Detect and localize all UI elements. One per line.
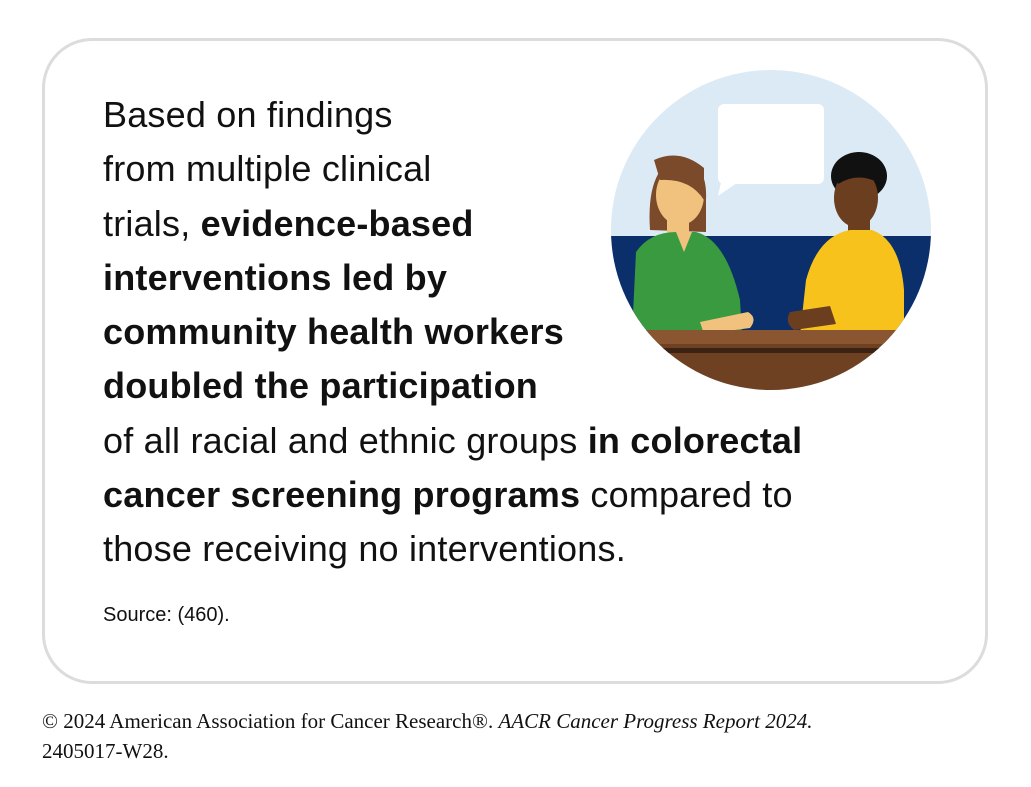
- text-segment: evidence-based: [200, 202, 474, 244]
- text-line: trials, evidence-based: [103, 197, 802, 251]
- body-text: Based on findings from multiple clinical t…: [103, 88, 802, 577]
- text-line: of all racial and ethnic groups in color…: [103, 414, 802, 468]
- text-segment: those receiving no interventions.: [103, 528, 626, 570]
- text-segment: trials,: [103, 202, 201, 244]
- text-segment: interventions led by: [103, 256, 448, 298]
- text-segment: compared to: [580, 474, 793, 516]
- text-line: interventions led by: [103, 251, 802, 305]
- text-segment: of all racial and ethnic groups: [103, 419, 588, 461]
- text-segment: community health workers: [103, 311, 564, 353]
- text-segment: 2405017-W28.: [42, 739, 169, 763]
- text-segment: doubled the participation: [103, 365, 538, 407]
- text-line: from multiple clinical: [103, 142, 802, 196]
- text-segment: AACR Cancer Progress Report 2024.: [498, 709, 813, 733]
- text-line: community health workers: [103, 305, 802, 359]
- text-segment: in colorectal: [587, 419, 803, 461]
- text-line: Based on findings: [103, 88, 802, 142]
- text-segment: from multiple clinical: [103, 148, 432, 190]
- text-segment: cancer screening programs: [103, 474, 581, 516]
- card: [42, 38, 988, 684]
- footer: © 2024 American Association for Cancer R…: [42, 706, 812, 766]
- text-line: © 2024 American Association for Cancer R…: [42, 706, 812, 736]
- text-line: 2405017-W28.: [42, 736, 812, 766]
- text-line: doubled the participation: [103, 359, 802, 413]
- text-line: cancer screening programs compared to: [103, 468, 802, 522]
- source: Source: (460).: [103, 604, 230, 626]
- text-segment: © 2024 American Association for Cancer R…: [42, 709, 499, 733]
- text-segment: Based on findings: [103, 94, 393, 135]
- text-line: those receiving no interventions.: [103, 522, 802, 576]
